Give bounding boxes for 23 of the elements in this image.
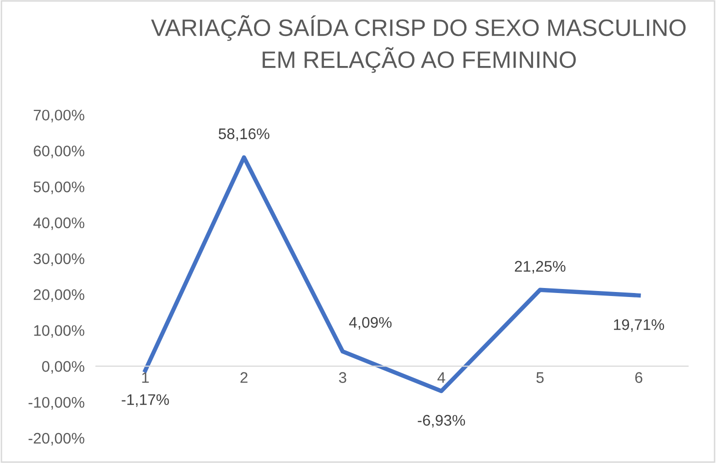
y-tick-label: 50,00% — [34, 182, 84, 194]
y-tick-label: -20,00% — [28, 432, 84, 446]
data-label: 21,25% — [514, 260, 566, 274]
x-tick-label: 5 — [536, 372, 544, 383]
y-tick-label: 10,00% — [34, 325, 84, 338]
data-label: 19,71% — [614, 319, 664, 332]
x-tick-label: 2 — [240, 372, 248, 383]
data-label: 58,16% — [218, 128, 270, 142]
x-tick-label: 1 — [142, 372, 149, 383]
x-tick-label: 6 — [635, 372, 642, 383]
data-label: -1,17% — [122, 394, 169, 407]
y-tick-label: -10,00% — [28, 396, 84, 410]
chart-title: VARIAÇÃO SAÍDA CRISP DO SEXO MASCULINO EM RELAÇÃO AO FEMININO — [151, 15, 686, 73]
x-tick-label: 4 — [437, 372, 446, 383]
y-tick-label: 0,00% — [42, 361, 84, 374]
y-tick-label: 40,00% — [33, 217, 84, 230]
y-tick-label: 20,00% — [34, 289, 84, 302]
y-tick-label: 60,00% — [34, 146, 84, 158]
y-tick-label: 70,00% — [34, 110, 84, 122]
data-label: 4,09% — [349, 317, 392, 330]
x-tick-label: 3 — [339, 372, 346, 383]
data-label: -6,93% — [418, 414, 466, 428]
y-tick-label: 30,00% — [34, 253, 84, 266]
